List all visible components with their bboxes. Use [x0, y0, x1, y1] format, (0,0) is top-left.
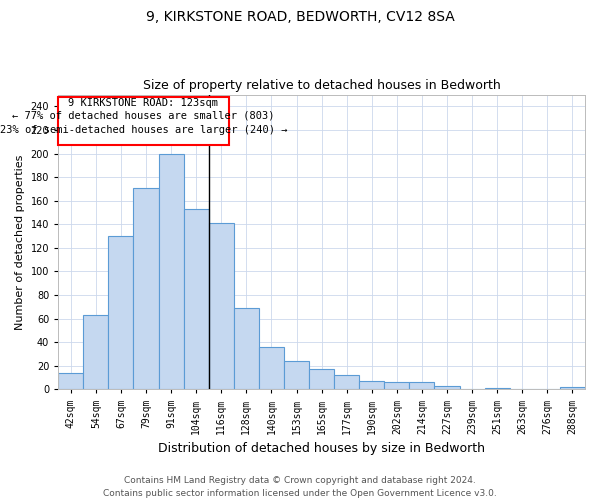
Bar	[359, 381, 385, 390]
Text: 9 KIRKSTONE ROAD: 123sqm: 9 KIRKSTONE ROAD: 123sqm	[68, 98, 218, 108]
Text: 23% of semi-detached houses are larger (240) →: 23% of semi-detached houses are larger (…	[0, 125, 287, 135]
Bar	[385, 382, 409, 390]
Bar	[184, 209, 209, 390]
Text: Contains HM Land Registry data © Crown copyright and database right 2024.
Contai: Contains HM Land Registry data © Crown c…	[103, 476, 497, 498]
Bar	[109, 236, 133, 390]
Bar	[83, 315, 109, 390]
Bar	[334, 375, 359, 390]
Bar	[284, 361, 309, 390]
Bar	[309, 370, 334, 390]
Y-axis label: Number of detached properties: Number of detached properties	[15, 154, 25, 330]
Bar	[58, 373, 83, 390]
Bar	[485, 388, 510, 390]
Text: ← 77% of detached houses are smaller (803): ← 77% of detached houses are smaller (80…	[12, 111, 275, 121]
Bar	[133, 188, 158, 390]
Bar	[259, 347, 284, 390]
Bar	[409, 382, 434, 390]
Title: Size of property relative to detached houses in Bedworth: Size of property relative to detached ho…	[143, 79, 500, 92]
Bar	[560, 387, 585, 390]
Bar	[434, 386, 460, 390]
Text: 9, KIRKSTONE ROAD, BEDWORTH, CV12 8SA: 9, KIRKSTONE ROAD, BEDWORTH, CV12 8SA	[146, 10, 454, 24]
X-axis label: Distribution of detached houses by size in Bedworth: Distribution of detached houses by size …	[158, 442, 485, 455]
Bar	[209, 223, 234, 390]
FancyBboxPatch shape	[58, 97, 229, 146]
Bar	[234, 308, 259, 390]
Bar	[158, 154, 184, 390]
